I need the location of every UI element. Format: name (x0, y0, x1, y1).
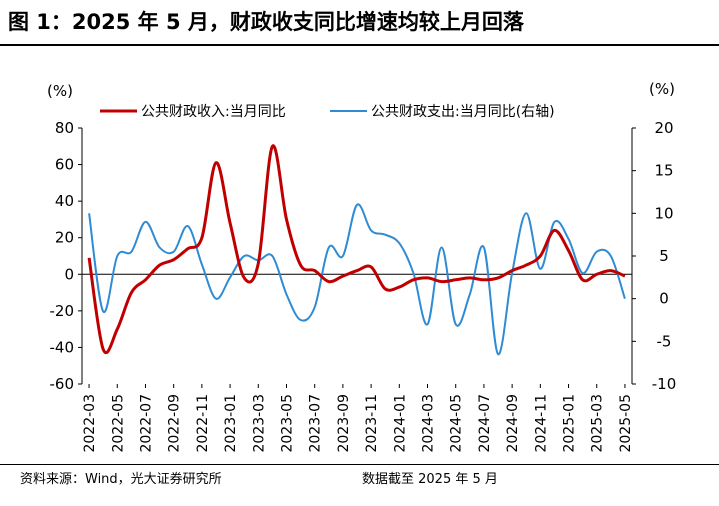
chart-legend: 公共财政收入:当月同比 公共财政支出:当月同比(右轴) (100, 104, 555, 120)
x-tick-label: 2025-05 (618, 394, 634, 453)
right-tick-label: 20 (654, 119, 673, 137)
x-tick-label: 2025-01 (562, 394, 578, 453)
left-axis-unit: (%) (47, 82, 73, 100)
left-tick-label: -40 (50, 338, 75, 356)
title-divider (0, 44, 719, 46)
series-line-revenue (87, 144, 626, 354)
legend-label-revenue: 公共财政收入:当月同比 (141, 104, 286, 120)
right-tick-label: 10 (654, 204, 673, 222)
right-tick-label: 15 (654, 162, 673, 180)
x-tick-label: 2023-07 (308, 394, 324, 453)
source-note: 资料来源：Wind，光大证券研究所 (20, 472, 222, 487)
series-line-expenditure (88, 203, 626, 356)
left-tick-label: 0 (64, 265, 74, 283)
figure-title: 图 1：2025 年 5 月，财政收支同比增速均较上月回落 (8, 10, 524, 34)
left-tick-label: 60 (55, 156, 74, 174)
left-tick-label: -20 (50, 302, 75, 320)
x-tick-label: 2023-09 (336, 394, 352, 453)
right-tick-label: -10 (652, 375, 677, 393)
left-tick-label: -60 (50, 375, 75, 393)
x-tick-label: 2024-01 (392, 394, 408, 453)
right-axis-unit: (%) (649, 80, 675, 98)
x-tick-label: 2024-05 (449, 394, 465, 453)
x-tick-label: 2023-01 (223, 394, 239, 453)
left-tick-label: 80 (55, 119, 74, 137)
chart: 80 60 40 20 0 -20 -40 -60 20 15 10 5 0 -5 -10 (%) (%) 202… (47, 80, 676, 453)
legend-label-expenditure: 公共财政支出:当月同比(右轴) (371, 104, 555, 120)
x-tick-label: 2024-11 (533, 394, 549, 453)
left-tick-label: 40 (55, 192, 74, 210)
x-tick-label: 2022-07 (138, 394, 154, 453)
x-tick-label: 2023-03 (251, 394, 267, 453)
x-tick-label: 2022-03 (82, 394, 98, 453)
right-tick-label: 0 (659, 290, 669, 308)
x-tick-label: 2023-05 (279, 394, 295, 453)
x-tick-label: 2023-11 (364, 394, 380, 453)
x-tick-label: 2022-11 (195, 394, 211, 453)
x-tick-label: 2024-07 (477, 394, 493, 453)
footer-divider (0, 464, 719, 465)
right-tick-label: -5 (657, 332, 672, 350)
x-tick-label: 2024-03 (421, 394, 437, 453)
chart-axes: 80 60 40 20 0 -20 -40 -60 20 15 10 5 0 -5 -10 (%) (%) 202… (47, 80, 676, 453)
left-tick-label: 20 (55, 229, 74, 247)
x-tick-label: 2025-03 (590, 394, 606, 453)
x-tick-label: 2022-05 (110, 394, 126, 453)
right-tick-label: 5 (659, 247, 669, 265)
data-cutoff-note: 数据截至 2025 年 5 月 (362, 472, 498, 487)
x-tick-label: 2022-09 (167, 394, 183, 453)
chart-plot-area (87, 144, 626, 356)
x-tick-label: 2024-09 (505, 394, 521, 453)
